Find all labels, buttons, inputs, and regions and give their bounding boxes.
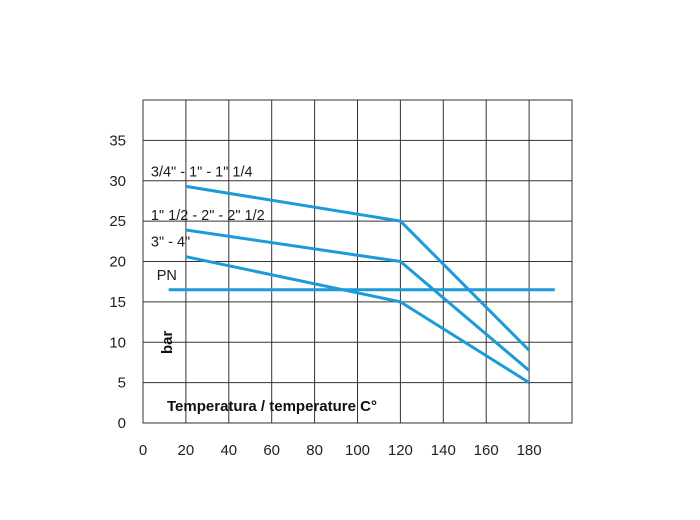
x-tick-label: 180	[517, 442, 542, 459]
x-tick-labels: 0 20 40 60 80 100 120 140 160 180	[139, 442, 542, 459]
x-tick-label: 0	[139, 442, 147, 459]
y-tick-labels: 0 5 10 15 20 25 30 35	[109, 132, 126, 432]
x-tick-label: 100	[345, 442, 370, 459]
y-tick-label: 25	[109, 213, 126, 230]
series-label-2: 1" 1/2 - 2" - 2" 1/2	[151, 208, 265, 224]
x-tick-label: 80	[306, 442, 323, 459]
series-label-3: 3" - 4"	[151, 235, 190, 251]
y-tick-label: 10	[109, 334, 126, 351]
series-label-4: PN	[157, 268, 177, 284]
y-tick-label: 20	[109, 254, 126, 271]
y-tick-label: 5	[118, 375, 126, 392]
series-line-1	[185, 184, 531, 352]
series-label-1: 3/4" - 1" - 1" 1/4	[151, 164, 253, 180]
y-axis-title: bar	[159, 330, 176, 354]
y-tick-label: 0	[118, 415, 126, 432]
x-tick-label: 120	[388, 442, 413, 459]
y-tick-label: 30	[109, 173, 126, 190]
series-line-3	[185, 255, 530, 384]
x-tick-label: 160	[474, 442, 499, 459]
x-tick-label: 20	[178, 442, 195, 459]
x-tick-label: 60	[263, 442, 280, 459]
series-line-2	[185, 228, 531, 372]
plot-frame	[142, 99, 573, 424]
x-axis-title: Temperatura / temperature C°	[167, 398, 377, 415]
series-lines	[168, 184, 555, 384]
series-labels: 3/4" - 1" - 1" 1/4 1" 1/2 - 2" - 2" 1/2 3"…	[151, 164, 265, 283]
y-tick-label: 35	[109, 132, 126, 149]
y-tick-label: 15	[109, 294, 126, 311]
x-tick-label: 140	[431, 442, 456, 459]
x-tick-label: 40	[220, 442, 237, 459]
